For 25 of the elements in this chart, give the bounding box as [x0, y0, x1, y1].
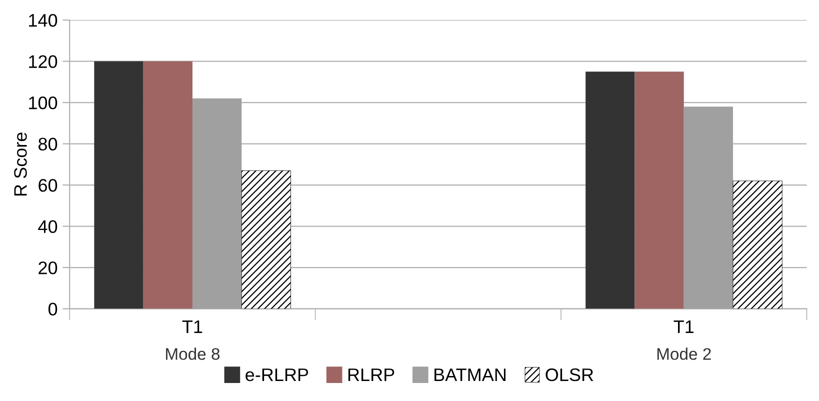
- y-tick-label: 100: [29, 96, 58, 110]
- legend-label: RLRP: [348, 368, 394, 382]
- y-tick-label: 120: [29, 55, 58, 68]
- legend-label: e-RLRP: [246, 368, 308, 382]
- text: Mode 8: [166, 348, 220, 360]
- y-tick-label: 60: [38, 178, 58, 192]
- y-tick-label: 80: [38, 138, 58, 151]
- y-tick-label: 40: [38, 220, 58, 233]
- bar: [143, 61, 192, 309]
- bar: [634, 72, 684, 309]
- x-tick-label: T1: [182, 320, 202, 333]
- legend-label: OLSR: [546, 368, 594, 382]
- text: Mode 2: [657, 348, 711, 360]
- bar: [684, 106, 734, 309]
- x-tick-label: T1: [674, 320, 694, 333]
- y-tick-label: 20: [38, 261, 58, 274]
- bar: [241, 170, 291, 309]
- y-axis-title: R Score: [14, 132, 27, 196]
- legend-label: BATMAN: [434, 368, 506, 382]
- bar: [732, 180, 782, 309]
- y-tick-label: 140: [29, 14, 58, 27]
- bar: [192, 98, 242, 309]
- bar: [94, 61, 144, 309]
- y-tick-label: 0: [48, 302, 58, 316]
- bar: [586, 72, 635, 309]
